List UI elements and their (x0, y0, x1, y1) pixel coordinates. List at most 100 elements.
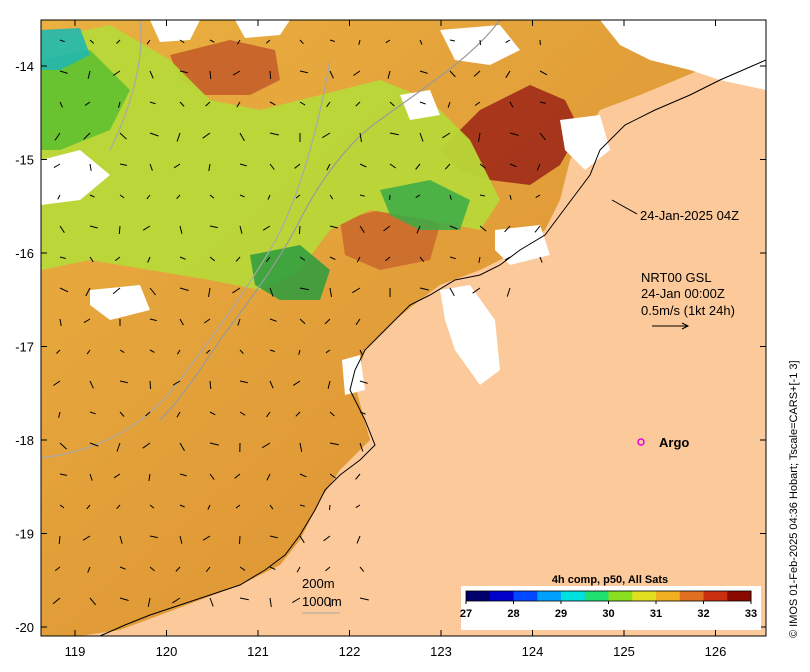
current-vector (299, 287, 309, 291)
current-vector (266, 473, 271, 481)
current-vector (299, 442, 303, 452)
current-vector (175, 566, 181, 572)
current-vector (385, 256, 391, 262)
current-vector (329, 256, 336, 261)
current-vector (146, 194, 151, 200)
current-vector (58, 411, 61, 418)
current-vector (54, 566, 61, 571)
current-vector (359, 411, 366, 415)
current-vector (355, 101, 361, 107)
current-vector (56, 349, 61, 354)
current-vector (149, 287, 156, 296)
current-vector (329, 442, 339, 446)
current-vector (299, 70, 308, 74)
green-sst-region (41, 50, 130, 150)
current-vector (265, 39, 271, 44)
current-vector (299, 473, 307, 478)
colorbar-tick-label: 32 (697, 608, 709, 620)
colorbar-tick-label: 33 (745, 608, 757, 620)
colorbar-swatch (656, 591, 681, 601)
current-vector (59, 504, 65, 509)
colorbar-swatch (466, 591, 491, 601)
argo-label: Argo (659, 435, 689, 450)
depth-200-label: 200m (302, 576, 335, 591)
current-vector (59, 442, 67, 450)
current-vector (89, 597, 97, 606)
current-vector (504, 225, 511, 233)
current-vector (449, 256, 456, 260)
current-vector (509, 163, 517, 168)
current-vector (87, 566, 91, 573)
current-vector (209, 380, 212, 390)
colorbar-tick-label: 27 (460, 608, 472, 620)
current-vector (147, 597, 151, 607)
current-vector (269, 287, 274, 297)
current-vector (84, 101, 91, 106)
current-vector (53, 380, 61, 386)
current-vector (116, 504, 121, 510)
argo-marker-icon (637, 438, 645, 446)
current-vector (536, 163, 541, 171)
latitude-axis: -14 -15 -16 -17 -18 -19 -20 (15, 59, 766, 635)
current-vector (329, 411, 335, 417)
green-sst-region-2 (250, 245, 330, 300)
current-vector (322, 132, 331, 139)
current-vector (239, 132, 245, 142)
current-vector (329, 225, 338, 229)
current-vector (119, 194, 125, 199)
current-vector (232, 287, 241, 294)
current-vector (179, 101, 185, 107)
current-vector (179, 39, 185, 44)
current-vector (294, 163, 301, 169)
current-vector (119, 411, 125, 417)
current-vector (299, 535, 305, 544)
current-vector (356, 256, 361, 263)
colorbar-swatch (489, 591, 514, 601)
current-vector (209, 194, 215, 199)
current-vector (86, 349, 91, 355)
current-vector (355, 473, 361, 480)
colorbar-swatch (703, 591, 728, 601)
current-vector (239, 163, 247, 167)
current-vector (359, 349, 363, 355)
current-vector (449, 225, 458, 230)
colorbar-swatch (679, 591, 704, 601)
lat-tick-label: -20 (15, 620, 34, 635)
current-vector (176, 132, 181, 142)
current-vector (83, 318, 91, 324)
current-vector (359, 163, 367, 168)
current-vector (324, 318, 331, 325)
current-vector (504, 256, 511, 261)
current-vector (59, 318, 62, 326)
current-vector (355, 504, 361, 509)
current-vector (416, 225, 421, 234)
current-vector (352, 287, 361, 294)
current-vector (505, 39, 511, 44)
current-vector (329, 504, 331, 511)
colorbar-swatch (513, 591, 538, 601)
lon-tick-label: 124 (522, 644, 544, 659)
current-vector (116, 39, 121, 44)
lon-tick-label: 126 (705, 644, 727, 659)
current-vector (149, 101, 156, 105)
green-sst-region-3 (380, 180, 470, 230)
current-source-label: NRT00 GSL (641, 270, 712, 285)
current-vector (89, 194, 95, 198)
map-plot-area (41, 20, 766, 636)
current-vector (355, 318, 361, 326)
current-vector (509, 132, 519, 136)
current-vector (389, 101, 395, 107)
current-vector (59, 473, 67, 476)
current-vector (323, 535, 331, 542)
current-vector (57, 194, 61, 200)
current-vector (112, 287, 121, 295)
current-vector (269, 380, 274, 389)
current-vector (474, 101, 481, 106)
current-vector (419, 70, 428, 74)
current-vector (329, 287, 332, 297)
lat-tick-label: -14 (15, 59, 34, 74)
current-vector (389, 163, 396, 169)
current-vector (89, 442, 99, 447)
lon-tick-label: 122 (339, 644, 361, 659)
current-vector (442, 132, 451, 139)
